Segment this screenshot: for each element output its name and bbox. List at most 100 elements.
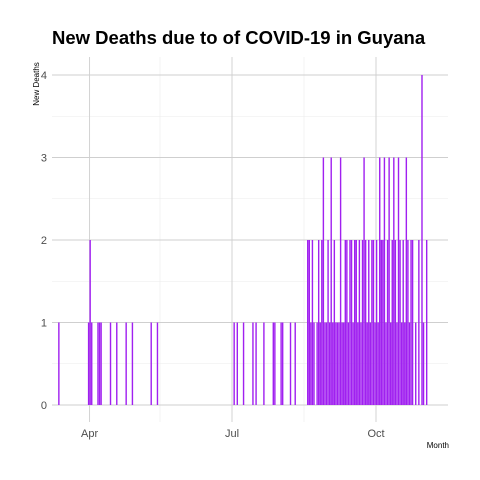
bar	[415, 322, 417, 405]
bar	[236, 322, 238, 405]
bar	[263, 322, 265, 405]
bar	[319, 322, 321, 405]
bar	[308, 240, 310, 405]
y-tick-label: 1	[41, 318, 47, 330]
bar	[366, 322, 368, 405]
bar	[338, 322, 340, 405]
chart-title: New Deaths due to of COVID-19 in Guyana	[52, 27, 426, 48]
bar	[374, 322, 376, 405]
bar	[330, 157, 332, 405]
bar	[388, 157, 390, 405]
bar	[116, 322, 118, 405]
bar	[353, 240, 356, 405]
bar	[89, 240, 91, 405]
bar	[369, 322, 372, 405]
bar	[333, 240, 336, 405]
bar	[391, 240, 393, 405]
bar	[402, 240, 404, 405]
bar	[328, 322, 331, 405]
bar	[336, 322, 339, 405]
bar	[397, 157, 400, 405]
bar	[379, 157, 381, 405]
bar	[346, 240, 348, 405]
bar	[421, 75, 423, 405]
bar	[327, 240, 329, 405]
bar	[377, 322, 379, 405]
bar	[358, 240, 361, 405]
bar	[408, 322, 411, 405]
bar	[255, 322, 257, 405]
bar	[361, 240, 364, 405]
bar	[404, 322, 406, 405]
bar	[396, 322, 398, 405]
bar	[242, 322, 245, 405]
bar	[357, 322, 359, 405]
bar	[156, 322, 159, 405]
bar	[347, 322, 350, 405]
bar	[322, 157, 325, 405]
bar	[317, 240, 320, 405]
bar	[311, 240, 314, 405]
bar	[109, 322, 112, 405]
bar	[368, 240, 370, 405]
bar	[360, 322, 362, 405]
bar	[425, 240, 428, 405]
bar	[280, 322, 282, 405]
bar	[352, 322, 354, 405]
bar	[393, 157, 395, 405]
bar	[289, 322, 292, 405]
y-axis-label: New Deaths	[32, 62, 41, 106]
bar	[399, 240, 401, 405]
x-axis-label: Month	[427, 441, 449, 450]
bar	[372, 240, 375, 405]
bar	[233, 322, 235, 405]
bar	[310, 322, 312, 405]
bar	[332, 322, 334, 405]
bar	[335, 322, 337, 405]
bar	[91, 322, 93, 405]
bar	[324, 322, 326, 405]
y-tick-label: 4	[41, 70, 47, 82]
bar	[382, 240, 384, 405]
bar	[131, 322, 134, 405]
x-tick-label: Jul	[225, 428, 239, 440]
bar	[386, 240, 389, 405]
bar	[150, 322, 152, 405]
bar	[341, 322, 343, 405]
bar	[380, 240, 382, 405]
bar	[350, 240, 353, 405]
bar	[58, 322, 60, 405]
bar	[274, 322, 276, 405]
y-tick-label: 2	[41, 235, 47, 247]
bar	[125, 322, 127, 405]
bar	[364, 240, 367, 405]
bar	[375, 240, 378, 405]
bar	[400, 322, 403, 405]
bar	[100, 322, 102, 405]
x-tick-label: Oct	[367, 428, 384, 440]
bar	[363, 157, 365, 405]
bar	[418, 240, 420, 405]
bar	[411, 240, 414, 405]
bar	[355, 240, 357, 405]
bar	[272, 322, 274, 405]
y-tick-label: 0	[41, 400, 47, 412]
bar	[394, 240, 397, 405]
bar	[407, 240, 409, 405]
bar	[422, 322, 425, 405]
x-tick-label: Apr	[81, 428, 98, 440]
bar	[339, 157, 342, 405]
bar	[325, 322, 328, 405]
bar	[410, 240, 412, 405]
bar	[252, 322, 254, 405]
y-tick-label: 3	[41, 153, 47, 165]
bar	[371, 240, 373, 405]
bar	[321, 240, 323, 405]
bar	[281, 322, 284, 405]
bar	[344, 240, 346, 405]
bar	[389, 322, 392, 405]
bar	[98, 322, 101, 405]
bar	[385, 322, 387, 405]
tick-labels: 0 1 2 3 4 Apr Jul Oct	[41, 70, 385, 440]
